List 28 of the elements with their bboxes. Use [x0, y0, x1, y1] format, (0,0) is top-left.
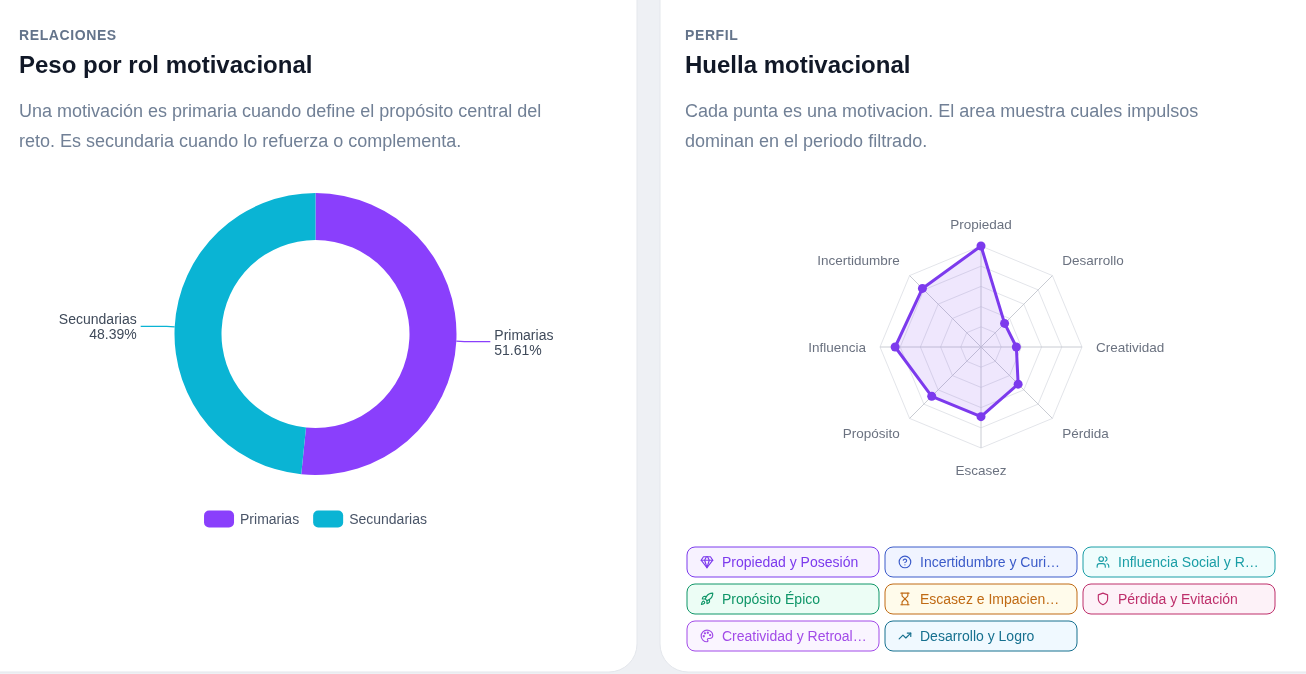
spoke-label: Influencia — [808, 339, 867, 355]
spoke-label: Propiedad — [950, 216, 1012, 232]
text: Escasez e Impacien… — [920, 591, 1060, 607]
text: RELACIONES — [19, 27, 117, 43]
text: Influencia Social y R… — [1118, 554, 1259, 570]
text: Incertidumbre y Curi… — [920, 554, 1061, 570]
text: Desarrollo y Logro — [920, 628, 1035, 644]
text: Propósito Épico — [722, 591, 821, 607]
chart-title: Peso por rol motivacional — [19, 51, 313, 78]
text: Creatividad y Retroal… — [722, 628, 867, 644]
legend-label: Secundarias — [349, 511, 427, 527]
legend-label: Primarias — [240, 511, 300, 527]
spoke-label: Escasez — [955, 462, 1007, 478]
spoke-label: Propósito — [842, 426, 900, 442]
spoke-label: Desarrollo — [1062, 252, 1124, 268]
spoke-label: Creatividad — [1096, 339, 1165, 355]
text: PERFIL — [685, 27, 739, 43]
text: Pérdida y Evitación — [1118, 591, 1238, 607]
chart-title: Huella motivacional — [685, 51, 911, 78]
chart-subtitle: Una motivación es primaria cuando define el propósito central del reto. Es secundaria cuando lo refuerza o complementa. — [19, 101, 542, 151]
data-label: 48.39% — [89, 326, 137, 343]
text: Propiedad y Posesión — [722, 554, 859, 570]
chart-subtitle: Cada punta es una motivacion. El area muestra cuales impulsos dominan en el periodo filtrado. — [685, 101, 1199, 151]
slice-label: Primarias — [494, 326, 554, 343]
data-label: 51.61% — [494, 341, 542, 358]
spoke-label: Incertidumbre — [817, 252, 900, 268]
spoke-label: Pérdida — [1062, 426, 1110, 442]
slice-label: Secundarias — [58, 311, 137, 328]
